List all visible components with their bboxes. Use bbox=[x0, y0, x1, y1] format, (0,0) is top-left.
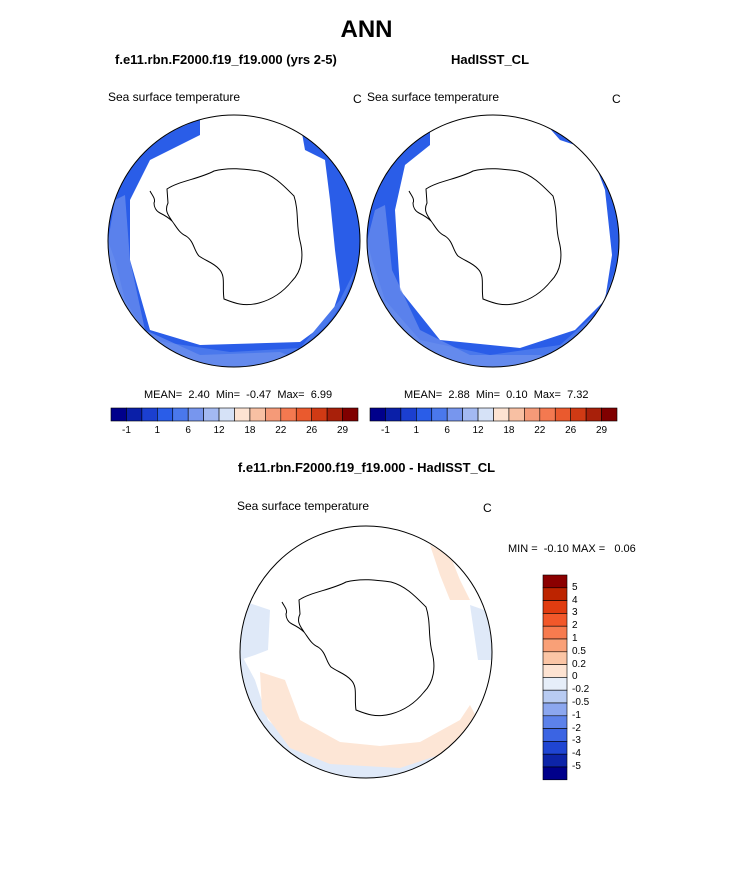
left-colorbar-swatch bbox=[157, 407, 174, 422]
main-title: ANN bbox=[340, 16, 393, 43]
diff-positive-area bbox=[260, 672, 478, 768]
left-colorbar-swatch bbox=[311, 407, 328, 422]
left-stats: MEAN= 2.40 Min= -0.47 Max= 6.99 bbox=[144, 389, 333, 401]
right-colorbar-swatch bbox=[493, 407, 510, 422]
diff-colorbar-swatch bbox=[542, 587, 568, 601]
right-colorbar-tick-label: 6 bbox=[444, 425, 450, 436]
right-colorbar-swatch bbox=[539, 407, 556, 422]
left-colorbar-swatch bbox=[141, 407, 158, 422]
left-colorbar-swatch bbox=[110, 407, 127, 422]
diff-colorbar-tick-label: -0.2 bbox=[572, 684, 590, 696]
left-colorbar-swatch bbox=[126, 407, 143, 422]
right-colorbar-tick-label: -1 bbox=[380, 425, 390, 436]
diff-colorbar-tick-label: 2 bbox=[572, 620, 578, 632]
left-colorbar-tick-label: 22 bbox=[275, 425, 287, 436]
diff-colorbar-tick-label: 3 bbox=[572, 607, 578, 619]
left-colorbar-swatch bbox=[265, 407, 282, 422]
diff-colorbar-tick-label: 4 bbox=[572, 594, 578, 606]
diff-colorbar-swatch bbox=[542, 651, 568, 665]
diff-colorbar-swatch bbox=[542, 613, 568, 627]
diff-colorbar-tick-label: 1 bbox=[572, 633, 578, 644]
diff-colorbar-swatch bbox=[542, 574, 568, 589]
diff-colorbar-swatch bbox=[542, 766, 568, 781]
right-stats: MEAN= 2.88 Min= 0.10 Max= 7.32 bbox=[404, 389, 589, 401]
diff-colorbar-tick-label: -2 bbox=[572, 722, 581, 734]
left-panel-units: C bbox=[353, 92, 362, 106]
right-colorbar-tick-label: 26 bbox=[565, 425, 577, 436]
diff-colorbar-swatch bbox=[542, 625, 568, 640]
diff-colorbar-swatch bbox=[542, 702, 568, 717]
left-colorbar bbox=[110, 407, 359, 422]
left-colorbar-swatch bbox=[280, 407, 297, 422]
left-colorbar-swatch bbox=[326, 407, 343, 422]
diff-colorbar-tick-label: -3 bbox=[572, 735, 581, 747]
right-colorbar-swatch bbox=[369, 407, 386, 422]
diff-colorbar-tick-label: 0 bbox=[572, 671, 578, 683]
right-colorbar-swatch bbox=[446, 407, 463, 422]
diff-colorbar-swatch bbox=[542, 664, 568, 678]
right-panel-field-label: Sea surface temperature bbox=[367, 90, 500, 104]
right-colorbar-swatch bbox=[554, 407, 571, 422]
right-colorbar-tick-label: 12 bbox=[472, 425, 484, 436]
left-colorbar-swatch bbox=[249, 407, 266, 422]
right-colorbar-swatch bbox=[477, 407, 494, 422]
diff-colorbar-swatch bbox=[542, 677, 568, 691]
diff-colorbar-tick-label: -0.5 bbox=[572, 697, 590, 708]
left-panel-field-label: Sea surface temperature bbox=[108, 90, 241, 104]
diff-polar-map bbox=[240, 526, 492, 778]
left-colorbar-swatch bbox=[187, 407, 204, 422]
diff-colorbar-tick-label: 0.2 bbox=[572, 658, 586, 670]
left-colorbar-swatch bbox=[218, 407, 235, 422]
left-colorbar-swatch bbox=[234, 407, 251, 422]
right-panel-case-name: HadISST_CL bbox=[451, 52, 530, 67]
right-colorbar-tick-label: 29 bbox=[596, 425, 608, 436]
diff-minmax: MIN = -0.10 MAX = 0.06 bbox=[508, 543, 636, 555]
diff-title: f.e11.rbn.F2000.f19_f19.000 - HadISST_CL bbox=[237, 460, 496, 475]
right-colorbar-tick-label: 18 bbox=[503, 425, 515, 436]
right-colorbar bbox=[369, 407, 618, 422]
right-colorbar-swatch bbox=[416, 407, 433, 422]
right-colorbar-swatch bbox=[585, 407, 602, 422]
diff-colorbar-tick-label: -4 bbox=[572, 748, 581, 760]
diff-colorbar-tick-label: 5 bbox=[572, 581, 578, 593]
left-colorbar-swatch bbox=[172, 407, 189, 422]
left-colorbar-tick-label: 12 bbox=[213, 425, 225, 436]
diff-field-label: Sea surface temperature bbox=[237, 499, 370, 513]
diff-units: C bbox=[483, 501, 492, 515]
diff-colorbar-tick-label: -5 bbox=[572, 761, 581, 772]
right-colorbar-swatch bbox=[570, 407, 587, 422]
diff-colorbar-swatch bbox=[542, 715, 568, 729]
right-colorbar-swatch bbox=[462, 407, 479, 422]
diff-colorbar-swatch bbox=[542, 728, 568, 742]
diff-colorbar bbox=[542, 574, 568, 781]
left-colorbar-swatch bbox=[203, 407, 220, 422]
left-colorbar-tick-label: 6 bbox=[185, 425, 191, 436]
left-panel-case-name: f.e11.rbn.F2000.f19_f19.000 (yrs 2-5) bbox=[115, 52, 337, 67]
right-polar-map bbox=[367, 115, 619, 367]
diff-colorbar-swatch bbox=[542, 753, 568, 768]
diff-colorbar-swatch bbox=[542, 638, 568, 653]
diff-colorbar-swatch bbox=[542, 741, 568, 755]
right-panel-units: C bbox=[612, 92, 621, 106]
right-colorbar-tick-label: 22 bbox=[534, 425, 546, 436]
left-colorbar-swatch bbox=[342, 407, 359, 422]
right-colorbar-swatch bbox=[385, 407, 402, 422]
right-colorbar-swatch bbox=[508, 407, 525, 422]
left-colorbar-tick-label: -1 bbox=[121, 425, 131, 436]
diff-colorbar-tick-label: -1 bbox=[572, 709, 581, 721]
right-colorbar-swatch bbox=[400, 407, 417, 422]
left-colorbar-swatch bbox=[295, 407, 312, 422]
diff-colorbar-tick-label: 0.5 bbox=[572, 645, 586, 657]
right-colorbar-swatch bbox=[601, 407, 618, 422]
diff-colorbar-swatch bbox=[542, 600, 568, 614]
diff-colorbar-swatch bbox=[542, 689, 568, 704]
left-colorbar-tick-label: 26 bbox=[306, 425, 318, 436]
left-colorbar-tick-label: 29 bbox=[337, 425, 349, 436]
right-colorbar-tick-label: 1 bbox=[413, 425, 420, 436]
right-colorbar-swatch bbox=[431, 407, 448, 422]
left-colorbar-tick-label: 18 bbox=[244, 425, 256, 436]
left-colorbar-tick-label: 1 bbox=[154, 425, 161, 436]
right-colorbar-swatch bbox=[524, 407, 541, 422]
